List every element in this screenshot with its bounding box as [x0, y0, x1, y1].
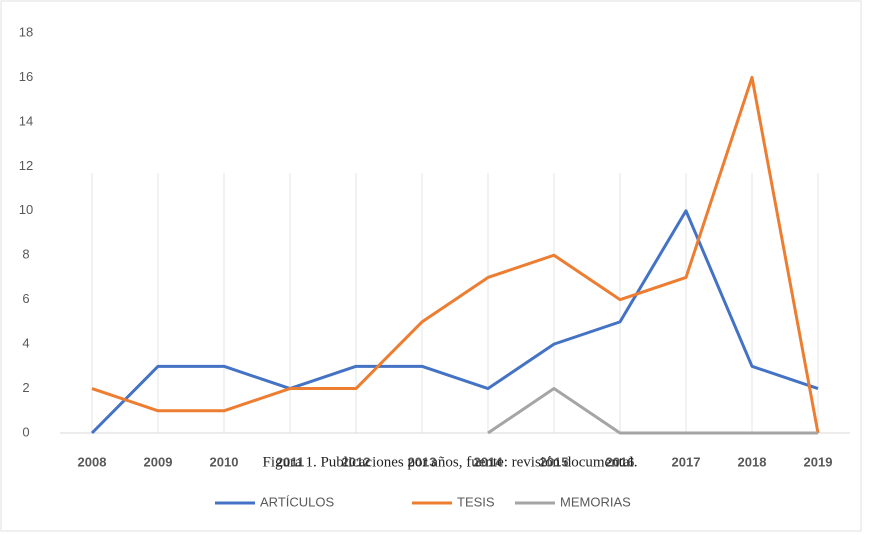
legend-label: TESIS	[457, 494, 495, 509]
y-tick-label: 12	[19, 158, 33, 173]
figure-caption: Figura 1. Publicaciones por años, fuente…	[263, 454, 638, 470]
y-tick-label: 16	[19, 69, 33, 84]
y-tick-label: 8	[22, 247, 29, 262]
legend-label: ARTÍCULOS	[260, 494, 334, 509]
x-tick-label: 2017	[672, 454, 701, 469]
x-tick-label: 2014	[474, 454, 504, 469]
x-tick-label: 2008	[78, 454, 107, 469]
y-tick-label: 2	[22, 380, 29, 395]
y-tick-label: 18	[19, 24, 33, 39]
x-tick-label: 2010	[210, 454, 239, 469]
x-tick-label: 2013	[408, 454, 437, 469]
y-tick-label: 14	[19, 113, 33, 128]
x-tick-label: 2019	[804, 454, 833, 469]
y-tick-label: 10	[19, 202, 33, 217]
x-tick-label: 2018	[738, 454, 767, 469]
legend-label: MEMORIAS	[560, 494, 631, 509]
x-tick-label: 2016	[606, 454, 635, 469]
series-line	[487, 387, 818, 435]
x-tick-label: 2009	[144, 454, 173, 469]
x-tick-label: 2011	[276, 454, 304, 469]
x-tick-label: 2012	[342, 454, 371, 469]
y-tick-label: 6	[22, 291, 29, 306]
x-tick-label: 2015	[540, 454, 569, 469]
series-line	[91, 75, 820, 434]
y-tick-label: 0	[22, 424, 29, 439]
y-tick-label: 4	[22, 336, 29, 351]
series-line	[90, 209, 819, 435]
